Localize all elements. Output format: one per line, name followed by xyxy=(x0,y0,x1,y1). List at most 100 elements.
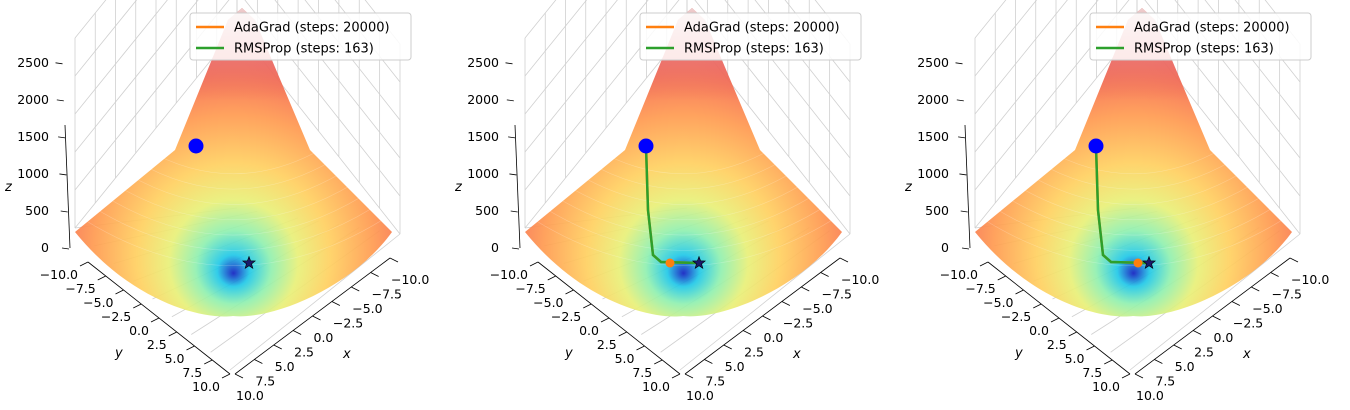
mesh-line xyxy=(1024,172,1243,205)
z-tick-mark xyxy=(58,136,66,139)
x-tick-label: 2.5 xyxy=(1194,345,1214,360)
y-tick-mark xyxy=(1015,289,1024,295)
mesh-line xyxy=(144,148,323,175)
grid-line xyxy=(364,0,401,45)
legend-box xyxy=(639,12,862,61)
x-tick-label: 5.0 xyxy=(275,359,295,374)
x-tick-label: 0.0 xyxy=(764,330,784,345)
legend: AdaGrad (steps: 20000) RMSProp (steps: 16… xyxy=(639,12,862,61)
loss-surface-top xyxy=(525,8,842,317)
y-axis-label: y xyxy=(114,346,123,361)
y-tick-mark xyxy=(204,359,213,365)
z-tick-label: 0 xyxy=(491,240,499,255)
mesh-line xyxy=(1014,184,1253,220)
subplot-2: 05001000150020002500z−10.0−7.5−5.0−2.50.… xyxy=(454,0,879,403)
z-tick-label: 1000 xyxy=(917,166,949,181)
y-tick-label: 5.0 xyxy=(1065,351,1085,366)
z-axis-label: z xyxy=(904,180,913,195)
x-tick-mark xyxy=(292,330,302,335)
z-tick-label: 2000 xyxy=(467,92,499,107)
x-tick-label: −2.5 xyxy=(783,316,813,331)
x-tick-label: −7.5 xyxy=(372,287,402,302)
z-tick-label: 500 xyxy=(475,203,499,218)
grid-line xyxy=(974,27,1138,229)
x-tick-label: −2.5 xyxy=(1233,316,1263,331)
x-tick-mark xyxy=(742,330,752,335)
x-tick-mark xyxy=(1270,272,1279,277)
y-tick-label: 5.0 xyxy=(615,351,635,366)
y-tick-label: −10.0 xyxy=(40,267,78,282)
z-tick-label: 2000 xyxy=(17,92,49,107)
y-tick-label: 2.5 xyxy=(1047,337,1067,352)
x-tick-mark xyxy=(1154,359,1163,364)
mesh-line xyxy=(1004,196,1263,236)
grid-line xyxy=(74,0,199,153)
x-tick-mark xyxy=(273,344,282,350)
mesh-line xyxy=(994,207,1273,251)
grid-line xyxy=(524,0,588,77)
y-tick-mark xyxy=(997,275,1006,281)
grid-line xyxy=(814,0,851,45)
grid-line xyxy=(974,0,1068,115)
y-tick-label: −7.5 xyxy=(65,281,95,296)
x-tick-mark xyxy=(762,315,771,321)
y-tick-mark xyxy=(547,275,556,281)
x-tick-label: −5.0 xyxy=(352,301,382,316)
y-tick-label: 0.0 xyxy=(129,323,149,338)
y-tick-mark xyxy=(1086,345,1095,351)
z-tick-mark xyxy=(56,99,64,102)
x-axis-label: x xyxy=(342,347,351,362)
y-tick-label: 2.5 xyxy=(597,337,617,352)
z-tick-label: 1500 xyxy=(467,129,499,144)
grid-line xyxy=(974,0,1099,153)
x-tick-label: 0.0 xyxy=(314,330,334,345)
y-axis-label: y xyxy=(1014,346,1023,361)
y-tick-mark xyxy=(618,331,627,337)
z-ticks: 0 500 1000 1500 2000 2500 xyxy=(917,55,970,255)
x-tick-mark xyxy=(351,286,360,292)
y-tick-mark xyxy=(150,317,160,323)
start-point xyxy=(1088,138,1104,154)
z-tick-label: 500 xyxy=(925,203,949,218)
x-axis-label: x xyxy=(792,347,801,362)
y-tick-mark xyxy=(221,373,231,379)
z-axis-line xyxy=(964,124,971,249)
y-tick-label: 0.0 xyxy=(579,323,599,338)
y-tick-mark xyxy=(671,373,681,379)
z-tick-mark xyxy=(60,210,68,213)
z-tick-mark xyxy=(955,62,963,65)
x-tick-label: 10.0 xyxy=(1136,388,1164,403)
z-tick-mark xyxy=(508,136,516,139)
y-ticks: −10.0−7.5−5.0−2.50.02.55.07.510.0 xyxy=(490,261,681,394)
x-tick-label: 5.0 xyxy=(1175,359,1195,374)
z-tick-mark xyxy=(505,62,513,65)
x-tick-mark xyxy=(781,301,791,306)
legend: AdaGrad (steps: 20000) RMSProp (steps: 16… xyxy=(1089,12,1312,61)
z-tick-mark xyxy=(956,99,964,102)
x-tick-label: −10.0 xyxy=(1291,272,1329,287)
y-tick-label: −7.5 xyxy=(515,281,545,296)
z-tick-label: 2500 xyxy=(17,55,49,70)
y-tick-label: 0.0 xyxy=(1029,323,1049,338)
x-tick-mark xyxy=(1251,286,1260,292)
y-tick-label: −2.5 xyxy=(1001,309,1031,324)
grid-line xyxy=(74,27,238,229)
x-tick-label: −7.5 xyxy=(1272,287,1302,302)
x-ticks: 10.07.55.02.50.0−2.5−5.0−7.5−10.0 xyxy=(684,257,879,403)
y-tick-mark xyxy=(1050,317,1060,323)
grid-line xyxy=(974,0,1007,39)
y-tick-label: −5.0 xyxy=(533,295,563,310)
x-tick-label: −5.0 xyxy=(1252,301,1282,316)
z-tick-mark xyxy=(510,210,518,213)
x-tick-mark xyxy=(723,344,732,350)
x-tick-label: 7.5 xyxy=(1155,374,1175,389)
x-tick-mark xyxy=(1192,330,1202,335)
y-tick-label: 7.5 xyxy=(632,365,652,380)
mesh-line xyxy=(134,160,333,190)
x-tick-label: 2.5 xyxy=(294,345,314,360)
z-axis-label: z xyxy=(454,180,463,195)
x-tick-mark xyxy=(1289,257,1299,263)
y-tick-mark xyxy=(186,345,195,351)
